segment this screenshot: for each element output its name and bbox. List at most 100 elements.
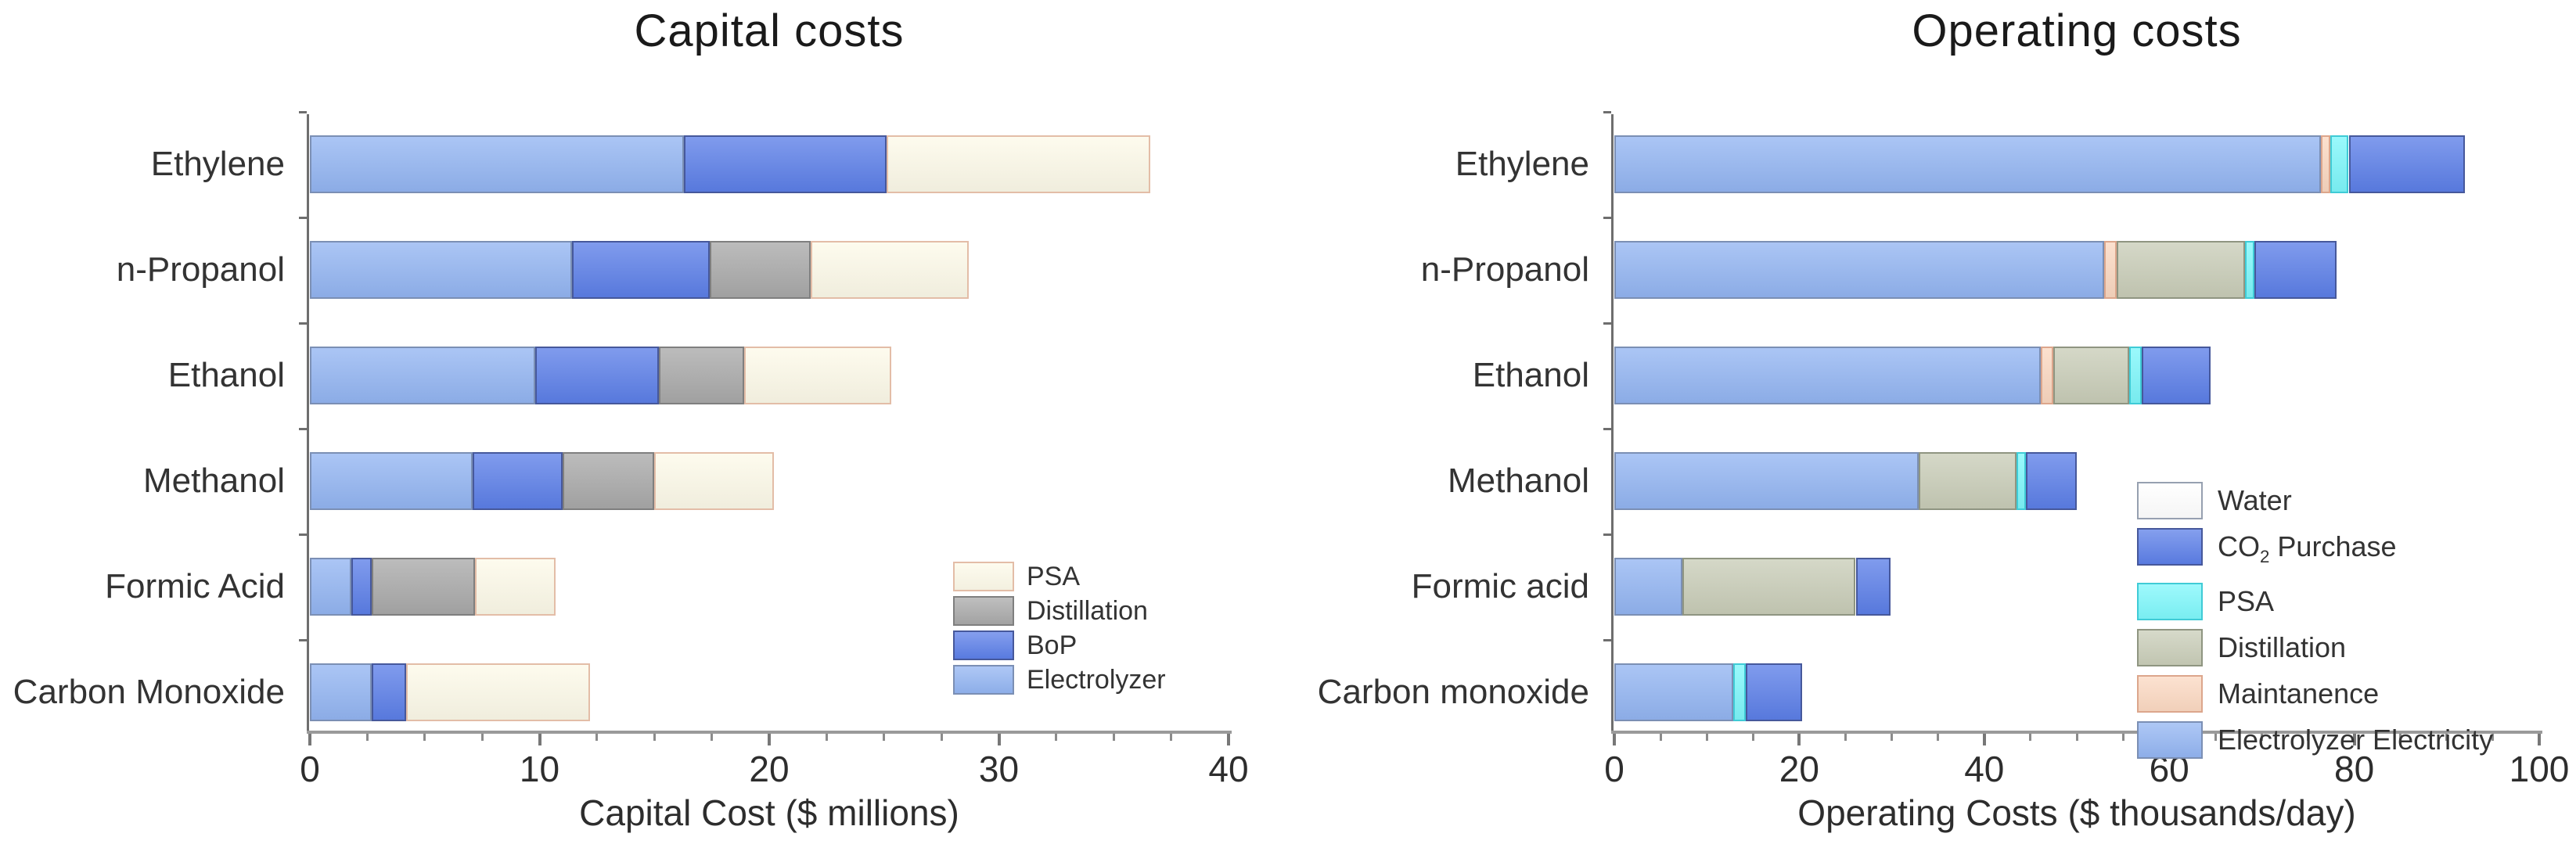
bar-segment bbox=[310, 663, 372, 721]
y-axis-tick bbox=[1603, 638, 1611, 641]
legend-swatch bbox=[953, 630, 1014, 660]
x-axis-minor-tick bbox=[2445, 734, 2448, 741]
bar-segment bbox=[310, 452, 473, 510]
x-axis-major-tick bbox=[768, 734, 771, 745]
category-label: Carbon Monoxide bbox=[13, 673, 285, 711]
bar-segment bbox=[1614, 241, 2105, 299]
legend-swatch bbox=[2137, 629, 2203, 666]
bar-segment bbox=[709, 241, 811, 299]
x-axis-major-tick bbox=[538, 734, 541, 745]
x-axis-line bbox=[307, 731, 1232, 734]
legend-label: PSA bbox=[2218, 585, 2275, 617]
bar-segment bbox=[534, 347, 660, 404]
category-label: Ethylene bbox=[150, 145, 285, 183]
y-axis-tick bbox=[299, 216, 307, 219]
category-label: Formic Acid bbox=[105, 567, 285, 605]
x-axis-minor-tick bbox=[365, 734, 369, 741]
x-axis-tick-label: 100 bbox=[2509, 749, 2570, 789]
x-axis-tick-label: 10 bbox=[519, 749, 560, 789]
x-axis-tick-label: 80 bbox=[2334, 749, 2375, 789]
bar-segment bbox=[1614, 135, 2322, 193]
x-axis-minor-tick bbox=[1891, 734, 1894, 741]
bar-segment bbox=[1918, 452, 2017, 510]
bar-segment bbox=[2254, 241, 2337, 299]
bar-segment bbox=[1614, 452, 1919, 510]
y-axis-tick bbox=[299, 110, 307, 113]
x-axis-minor-tick bbox=[711, 734, 714, 741]
bar-segment bbox=[2040, 347, 2054, 404]
bar-segment bbox=[886, 135, 1151, 193]
x-axis-major-tick bbox=[308, 734, 311, 745]
bar-segment bbox=[372, 558, 476, 616]
bar-segment bbox=[810, 241, 970, 299]
legend-label: Water bbox=[2218, 484, 2292, 516]
bar-segment bbox=[351, 558, 372, 616]
bar-segment bbox=[2141, 347, 2211, 404]
x-axis-minor-tick bbox=[2307, 734, 2309, 741]
bar-segment bbox=[1745, 663, 1802, 721]
category-label: Carbon monoxide bbox=[1317, 673, 1589, 711]
legend-label: Maintanence bbox=[2218, 677, 2380, 710]
operating-costs-xaxis-label: Operating Costs ($ thousands/day) bbox=[1797, 792, 2356, 833]
bar-segment bbox=[2017, 452, 2026, 510]
legend-swatch bbox=[953, 562, 1014, 591]
x-axis-minor-tick bbox=[2214, 734, 2217, 741]
bar-segment bbox=[310, 347, 535, 404]
bar-segment bbox=[562, 452, 655, 510]
bar-segment bbox=[473, 452, 563, 510]
legend-label: BoP bbox=[1027, 630, 1078, 660]
x-axis-tick-label: 20 bbox=[749, 749, 790, 789]
category-label: Ethanol bbox=[167, 356, 285, 394]
x-axis-minor-tick bbox=[1751, 734, 1754, 741]
legend-label: Electrolyzer bbox=[1027, 665, 1166, 695]
bar-segment bbox=[2245, 241, 2254, 299]
category-label: Ethanol bbox=[1472, 356, 1589, 394]
x-axis-line bbox=[1611, 731, 2542, 734]
x-axis-major-tick bbox=[2538, 734, 2541, 745]
bar-segment bbox=[684, 135, 887, 193]
x-axis-minor-tick bbox=[1112, 734, 1115, 741]
bar-segment bbox=[2116, 241, 2246, 299]
x-axis-major-tick bbox=[1227, 734, 1230, 745]
x-axis-tick-label: 20 bbox=[1779, 749, 1819, 789]
legend-swatch bbox=[2137, 675, 2203, 713]
bar-segment bbox=[2321, 135, 2330, 193]
bar-segment bbox=[743, 347, 891, 404]
capital-costs-xaxis-label: Capital Cost ($ millions) bbox=[579, 792, 959, 833]
bar-segment bbox=[475, 558, 556, 616]
x-axis-minor-tick bbox=[2260, 734, 2263, 741]
bar-segment bbox=[2104, 241, 2117, 299]
x-axis-minor-tick bbox=[883, 734, 886, 741]
x-axis-minor-tick bbox=[653, 734, 656, 741]
x-axis-minor-tick bbox=[2399, 734, 2402, 741]
x-axis-minor-tick bbox=[1705, 734, 1708, 741]
x-axis-minor-tick bbox=[1844, 734, 1847, 741]
bar-segment bbox=[1614, 558, 1683, 616]
x-axis-minor-tick bbox=[423, 734, 426, 741]
bar-segment bbox=[2025, 452, 2077, 510]
x-axis-tick-label: 0 bbox=[1604, 749, 1624, 789]
bar-segment bbox=[372, 663, 407, 721]
y-axis-tick bbox=[1603, 110, 1611, 113]
legend-label: Distillation bbox=[2218, 631, 2347, 663]
bar-segment bbox=[1614, 347, 2041, 404]
bar-segment bbox=[310, 558, 351, 616]
legend-swatch bbox=[2137, 528, 2203, 566]
x-axis-major-tick bbox=[1982, 734, 1986, 745]
category-label: Methanol bbox=[1447, 462, 1589, 500]
x-axis-major-tick bbox=[1797, 734, 1801, 745]
bar-segment bbox=[310, 241, 572, 299]
bar-segment bbox=[2053, 347, 2130, 404]
bar-segment bbox=[654, 452, 774, 510]
legend-label: Electrolyzer Electricity bbox=[2218, 724, 2494, 756]
y-axis-tick bbox=[299, 427, 307, 430]
legend-label: CO2 Purchase bbox=[2218, 530, 2397, 567]
y-axis-tick bbox=[299, 638, 307, 641]
bar-segment bbox=[2348, 135, 2466, 193]
category-label: Methanol bbox=[142, 462, 285, 500]
x-axis-minor-tick bbox=[1659, 734, 1662, 741]
x-axis-tick-label: 0 bbox=[300, 749, 320, 789]
legend-label: Distillation bbox=[1027, 596, 1148, 626]
category-label: Ethylene bbox=[1455, 145, 1589, 183]
